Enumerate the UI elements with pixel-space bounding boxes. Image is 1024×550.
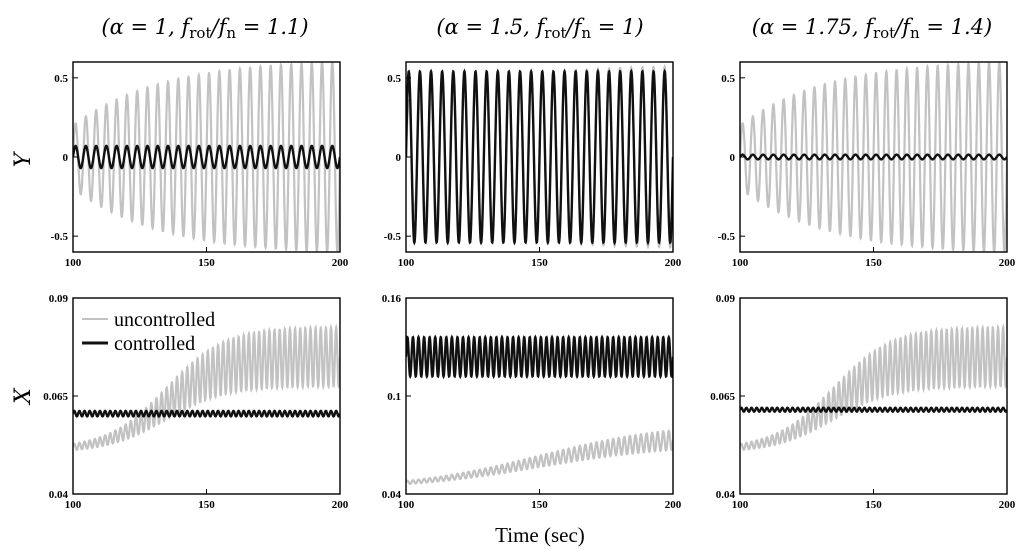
x-tick-label: 100 xyxy=(398,499,415,511)
legend-label-uncontrolled: uncontrolled xyxy=(114,309,215,331)
series-line-uncontrolled xyxy=(740,323,1007,451)
y-tick-label: 0 xyxy=(63,152,69,164)
y-tick-label: 0.04 xyxy=(716,489,736,501)
y-tick-label: -0.5 xyxy=(718,231,736,243)
y-tick-label: 0.16 xyxy=(382,293,402,305)
x-tick-label: 150 xyxy=(531,257,548,269)
y-tick-label: 0.5 xyxy=(721,73,735,85)
y-tick-label: 0.09 xyxy=(716,293,736,305)
x-tick-label: 200 xyxy=(999,499,1016,511)
y-tick-label: -0.5 xyxy=(51,231,69,243)
x-tick-label: 200 xyxy=(332,257,349,269)
column-title-1: (α = 1, frot/fn = 1.1) xyxy=(101,15,308,42)
x-tick-label: 200 xyxy=(332,499,349,511)
series-line-controlled xyxy=(73,409,340,418)
y-tick-label: 0.09 xyxy=(49,293,69,305)
panel-top-2: 0.5 0 -0.5 100 150 200 xyxy=(384,61,682,269)
column-title-2: (α = 1.5, frot/fn = 1) xyxy=(436,15,643,42)
x-tick-label: 100 xyxy=(65,499,82,511)
panels-group: 0.5 0 -0.5 100 150 200 0.5 0 -0.5 100 150 200 0.5 0 -0… xyxy=(43,61,1016,511)
x-tick-label: 100 xyxy=(732,499,749,511)
series-line-uncontrolled xyxy=(406,429,673,486)
x-tick-label: 150 xyxy=(531,499,548,511)
x-tick-label: 150 xyxy=(865,499,882,511)
x-axis-label: Time (sec) xyxy=(495,523,585,547)
y-tick-label: 0.04 xyxy=(382,489,402,501)
panel-top-3: 0.5 0 -0.5 100 150 200 xyxy=(718,61,1016,269)
y-axis-label-bottom: X xyxy=(11,387,36,406)
y-tick-label: -0.5 xyxy=(384,231,402,243)
series-line-controlled xyxy=(740,406,1007,413)
y-axis-label-top: Y xyxy=(11,150,36,167)
y-tick-label: 0 xyxy=(730,152,736,164)
series-line-controlled xyxy=(73,144,340,170)
legend-label-controlled: controlled xyxy=(114,333,195,355)
column-title-3: (α = 1.75, frot/fn = 1.4) xyxy=(752,15,993,42)
x-tick-label: 100 xyxy=(732,257,749,269)
x-tick-label: 150 xyxy=(198,499,215,511)
y-tick-label: 0.5 xyxy=(54,73,68,85)
panel-top-1: 0.5 0 -0.5 100 150 200 xyxy=(51,61,349,269)
y-tick-label: 0.04 xyxy=(49,489,69,501)
x-tick-label: 100 xyxy=(65,257,82,269)
series-line-controlled xyxy=(406,68,673,246)
series-line-controlled xyxy=(740,153,1007,161)
y-tick-label: 0 xyxy=(396,152,402,164)
x-tick-label: 200 xyxy=(665,499,682,511)
x-tick-label: 150 xyxy=(198,257,215,269)
series-line-controlled xyxy=(406,334,673,380)
series-line-uncontrolled xyxy=(73,323,340,451)
y-tick-label: 0.1 xyxy=(387,391,401,403)
x-tick-label: 200 xyxy=(665,257,682,269)
y-tick-label: 0.5 xyxy=(387,73,401,85)
y-tick-label: 0.065 xyxy=(43,391,68,403)
legend: uncontrolled controlled xyxy=(82,309,215,355)
x-tick-label: 200 xyxy=(999,257,1016,269)
x-tick-label: 100 xyxy=(398,257,415,269)
y-tick-label: 0.065 xyxy=(710,391,735,403)
x-tick-label: 150 xyxy=(865,257,882,269)
